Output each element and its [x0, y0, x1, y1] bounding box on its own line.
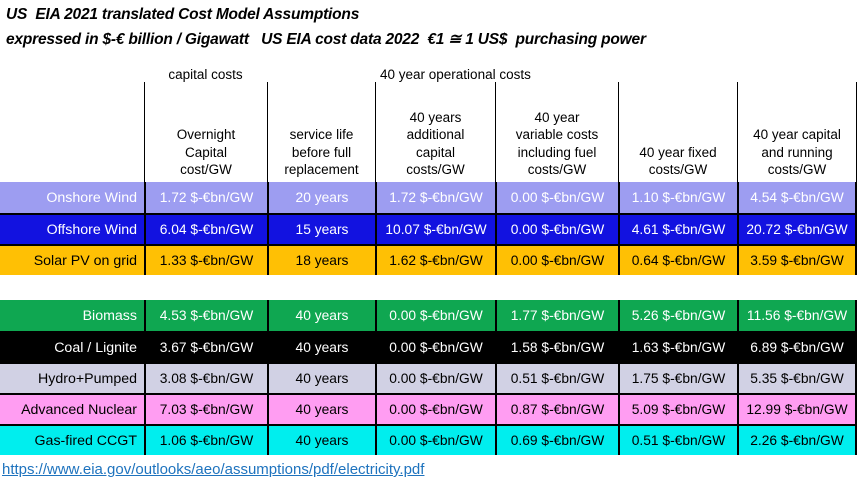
row-label: Offshore Wind [46, 221, 137, 238]
cell-variable-costs: 0.69 $-€bn/GW [495, 426, 618, 455]
cell-variable-costs: 1.58 $-€bn/GW [495, 333, 618, 362]
column-header-fixed-costs: 40 year fixed costs/GW [618, 82, 737, 182]
row-label: Hydro+Pumped [38, 370, 137, 387]
cell-service-life: 15 years [267, 215, 375, 244]
cell-variable-costs: 0.51 $-€bn/GW [495, 364, 618, 393]
table-row-advanced-nuclear: Advanced Nuclear 7.03 $-€bn/GW 40 years … [0, 393, 857, 424]
column-header-service-life: service life before full replacement [267, 82, 375, 182]
cell-fixed-costs: 1.63 $-€bn/GW [618, 333, 737, 362]
cell-service-life: 40 years [267, 395, 375, 424]
group-header-operational-costs: 40 year operational costs [380, 67, 531, 82]
cell-additional-capital: 0.00 $-€bn/GW [375, 426, 495, 455]
cell-fixed-costs: 0.51 $-€bn/GW [618, 426, 737, 455]
row-label: Advanced Nuclear [21, 401, 137, 418]
cell-service-life: 18 years [267, 246, 375, 275]
cell-service-life: 40 years [267, 364, 375, 393]
cell-fixed-costs: 0.64 $-€bn/GW [618, 246, 737, 275]
cell-additional-capital: 1.62 $-€bn/GW [375, 246, 495, 275]
group-header-capital-costs: capital costs [168, 67, 243, 82]
cell-additional-capital: 10.07 $-€bn/GW [375, 215, 495, 244]
table-row-biomass: Biomass 4.53 $-€bn/GW 40 years 0.00 $-€b… [0, 300, 857, 331]
cell-service-life: 20 years [267, 182, 375, 213]
group-header-spacer [267, 61, 375, 82]
cell-overnight-capital: 3.67 $-€bn/GW [144, 333, 267, 362]
row-label: Onshore Wind [46, 189, 137, 206]
column-header-variable-costs: 40 year variable costs including fuel co… [495, 82, 618, 182]
table-row-gas-fired-ccgt: Gas-fired CCGT 1.06 $-€bn/GW 40 years 0.… [0, 424, 857, 455]
cell-additional-capital: 0.00 $-€bn/GW [375, 333, 495, 362]
cell-additional-capital: 0.00 $-€bn/GW [375, 300, 495, 331]
footer: https://www.eia.gov/outlooks/aeo/assumpt… [0, 461, 862, 478]
cell-capital-and-running: 4.54 $-€bn/GW [737, 182, 857, 213]
cell-overnight-capital: 7.03 $-€bn/GW [144, 395, 267, 424]
table-group-header-row: capital costs 40 year operational costs [0, 61, 857, 82]
cell-service-life: 40 years [267, 300, 375, 331]
row-label: Solar PV on grid [33, 252, 137, 269]
cell-capital-and-running: 6.89 $-€bn/GW [737, 333, 857, 362]
table-column-header-row: Overnight Capital cost/GW service life b… [0, 82, 857, 182]
page-subtitle: expressed in $-€ billion / Gigawatt US E… [6, 31, 646, 48]
cell-overnight-capital: 6.04 $-€bn/GW [144, 215, 267, 244]
table-row-offshore-wind: Offshore Wind 6.04 $-€bn/GW 15 years 10.… [0, 213, 857, 244]
table-group-gap [0, 275, 862, 300]
column-header-overnight-capital: Overnight Capital cost/GW [144, 82, 267, 182]
table-row-coal-lignite: Coal / Lignite 3.67 $-€bn/GW 40 years 0.… [0, 331, 857, 362]
cell-additional-capital: 0.00 $-€bn/GW [375, 364, 495, 393]
cell-variable-costs: 0.00 $-€bn/GW [495, 182, 618, 213]
cell-variable-costs: 0.87 $-€bn/GW [495, 395, 618, 424]
table-body-group-renewables: Onshore Wind 1.72 $-€bn/GW 20 years 1.72… [0, 182, 862, 275]
cell-capital-and-running: 3.59 $-€bn/GW [737, 246, 857, 275]
row-label: Biomass [82, 307, 137, 324]
cell-additional-capital: 0.00 $-€bn/GW [375, 395, 495, 424]
cell-capital-and-running: 20.72 $-€bn/GW [737, 215, 857, 244]
cell-variable-costs: 1.77 $-€bn/GW [495, 300, 618, 331]
cell-fixed-costs: 5.26 $-€bn/GW [618, 300, 737, 331]
column-header-additional-capital: 40 years additional capital costs/GW [375, 82, 495, 182]
cell-overnight-capital: 1.06 $-€bn/GW [144, 426, 267, 455]
table-row-solar-pv: Solar PV on grid 1.33 $-€bn/GW 18 years … [0, 244, 857, 275]
row-label: Coal / Lignite [54, 339, 137, 356]
table-row-onshore-wind: Onshore Wind 1.72 $-€bn/GW 20 years 1.72… [0, 182, 857, 213]
cell-overnight-capital: 1.72 $-€bn/GW [144, 182, 267, 213]
cell-capital-and-running: 12.99 $-€bn/GW [737, 395, 857, 424]
cell-fixed-costs: 1.75 $-€bn/GW [618, 364, 737, 393]
cell-capital-and-running: 2.26 $-€bn/GW [737, 426, 857, 455]
cell-capital-and-running: 11.56 $-€bn/GW [737, 300, 857, 331]
cell-fixed-costs: 4.61 $-€bn/GW [618, 215, 737, 244]
cell-fixed-costs: 1.10 $-€bn/GW [618, 182, 737, 213]
group-header-spacer [0, 61, 144, 82]
source-link[interactable]: https://www.eia.gov/outlooks/aeo/assumpt… [2, 461, 425, 478]
page-title: US EIA 2021 translated Cost Model Assump… [6, 6, 360, 23]
column-header-capital-and-running: 40 year capital and running costs/GW [737, 82, 857, 182]
cell-capital-and-running: 5.35 $-€bn/GW [737, 364, 857, 393]
cell-additional-capital: 1.72 $-€bn/GW [375, 182, 495, 213]
cell-fixed-costs: 5.09 $-€bn/GW [618, 395, 737, 424]
column-header-row-labels [0, 82, 144, 182]
table-row-hydro-pumped: Hydro+Pumped 3.08 $-€bn/GW 40 years 0.00… [0, 362, 857, 393]
cell-overnight-capital: 4.53 $-€bn/GW [144, 300, 267, 331]
cell-service-life: 40 years [267, 426, 375, 455]
cell-variable-costs: 0.00 $-€bn/GW [495, 246, 618, 275]
cell-service-life: 40 years [267, 333, 375, 362]
cell-overnight-capital: 1.33 $-€bn/GW [144, 246, 267, 275]
row-label: Gas-fired CCGT [34, 432, 137, 449]
cell-overnight-capital: 3.08 $-€bn/GW [144, 364, 267, 393]
table-body-group-dispatchable: Biomass 4.53 $-€bn/GW 40 years 0.00 $-€b… [0, 300, 862, 455]
cell-variable-costs: 0.00 $-€bn/GW [495, 215, 618, 244]
